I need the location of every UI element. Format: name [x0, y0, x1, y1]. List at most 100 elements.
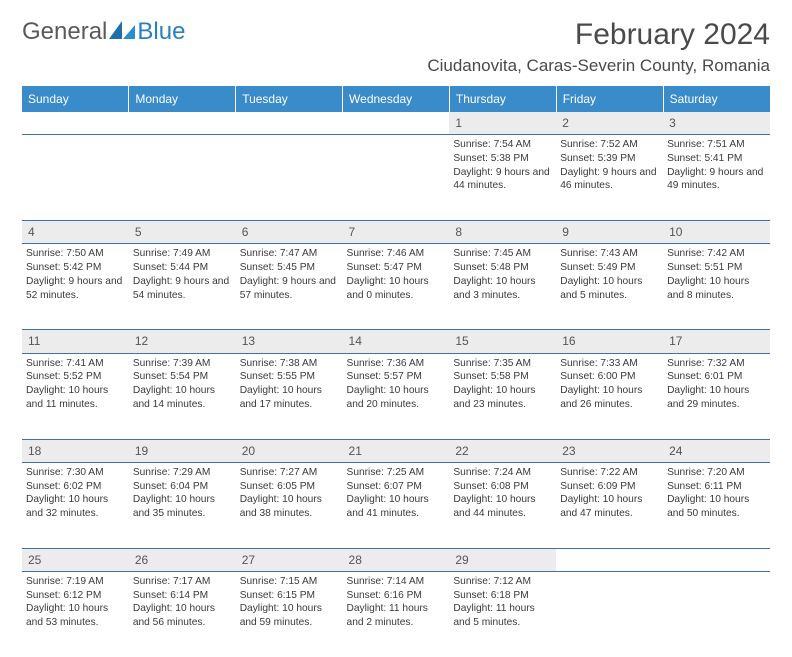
day-cell: Sunrise: 7:50 AM Sunset: 5:42 PM Dayligh…	[22, 244, 129, 330]
day-cell: Sunrise: 7:30 AM Sunset: 6:02 PM Dayligh…	[22, 462, 129, 548]
day-cell: Sunrise: 7:45 AM Sunset: 5:48 PM Dayligh…	[449, 244, 556, 330]
day-cell: Sunrise: 7:25 AM Sunset: 6:07 PM Dayligh…	[343, 462, 450, 548]
daynum-row: 123	[22, 112, 770, 135]
day-cell: Sunrise: 7:46 AM Sunset: 5:47 PM Dayligh…	[343, 244, 450, 330]
day-cell-text: Sunrise: 7:30 AM Sunset: 6:02 PM Dayligh…	[26, 466, 125, 521]
day-cell-text: Sunrise: 7:43 AM Sunset: 5:49 PM Dayligh…	[560, 247, 659, 302]
day-cell: Sunrise: 7:32 AM Sunset: 6:01 PM Dayligh…	[663, 353, 770, 439]
day-number: 8	[449, 221, 556, 244]
day-number: 22	[449, 439, 556, 462]
day-cell: Sunrise: 7:42 AM Sunset: 5:51 PM Dayligh…	[663, 244, 770, 330]
daynum-row: 18192021222324	[22, 439, 770, 462]
daynum-row: 45678910	[22, 221, 770, 244]
day-cell	[22, 135, 129, 221]
day-number: 12	[129, 330, 236, 353]
weekday-header: Friday	[556, 86, 663, 112]
weekday-header: Thursday	[449, 86, 556, 112]
day-cell: Sunrise: 7:24 AM Sunset: 6:08 PM Dayligh…	[449, 462, 556, 548]
logo-sail-icon	[109, 21, 135, 39]
day-cell-text: Sunrise: 7:51 AM Sunset: 5:41 PM Dayligh…	[667, 138, 766, 193]
day-number: 1	[449, 112, 556, 135]
day-cell-text: Sunrise: 7:25 AM Sunset: 6:07 PM Dayligh…	[347, 466, 446, 521]
day-cell-text: Sunrise: 7:29 AM Sunset: 6:04 PM Dayligh…	[133, 466, 232, 521]
day-number: 27	[236, 548, 343, 571]
day-cell: Sunrise: 7:20 AM Sunset: 6:11 PM Dayligh…	[663, 462, 770, 548]
day-content-row: Sunrise: 7:50 AM Sunset: 5:42 PM Dayligh…	[22, 244, 770, 330]
brand-logo: General Blue	[22, 18, 185, 46]
day-cell-text: Sunrise: 7:36 AM Sunset: 5:57 PM Dayligh…	[347, 357, 446, 412]
day-cell-text: Sunrise: 7:42 AM Sunset: 5:51 PM Dayligh…	[667, 247, 766, 302]
day-number: 9	[556, 221, 663, 244]
day-cell: Sunrise: 7:51 AM Sunset: 5:41 PM Dayligh…	[663, 135, 770, 221]
day-number: 5	[129, 221, 236, 244]
day-cell: Sunrise: 7:15 AM Sunset: 6:15 PM Dayligh…	[236, 571, 343, 657]
day-number	[129, 112, 236, 135]
day-number	[343, 112, 450, 135]
day-cell: Sunrise: 7:38 AM Sunset: 5:55 PM Dayligh…	[236, 353, 343, 439]
day-cell-text: Sunrise: 7:49 AM Sunset: 5:44 PM Dayligh…	[133, 247, 232, 302]
day-number: 15	[449, 330, 556, 353]
weekday-header: Sunday	[22, 86, 129, 112]
day-cell	[556, 571, 663, 657]
day-cell: Sunrise: 7:43 AM Sunset: 5:49 PM Dayligh…	[556, 244, 663, 330]
day-number: 18	[22, 439, 129, 462]
day-cell: Sunrise: 7:41 AM Sunset: 5:52 PM Dayligh…	[22, 353, 129, 439]
day-number	[236, 112, 343, 135]
day-number: 14	[343, 330, 450, 353]
day-number: 11	[22, 330, 129, 353]
day-number: 16	[556, 330, 663, 353]
day-cell: Sunrise: 7:35 AM Sunset: 5:58 PM Dayligh…	[449, 353, 556, 439]
day-cell: Sunrise: 7:29 AM Sunset: 6:04 PM Dayligh…	[129, 462, 236, 548]
day-cell: Sunrise: 7:39 AM Sunset: 5:54 PM Dayligh…	[129, 353, 236, 439]
day-cell: Sunrise: 7:47 AM Sunset: 5:45 PM Dayligh…	[236, 244, 343, 330]
day-number: 28	[343, 548, 450, 571]
day-number: 23	[556, 439, 663, 462]
day-cell-text: Sunrise: 7:54 AM Sunset: 5:38 PM Dayligh…	[453, 138, 552, 193]
day-cell-text: Sunrise: 7:17 AM Sunset: 6:14 PM Dayligh…	[133, 575, 232, 630]
day-cell-text: Sunrise: 7:14 AM Sunset: 6:16 PM Dayligh…	[347, 575, 446, 630]
day-cell: Sunrise: 7:17 AM Sunset: 6:14 PM Dayligh…	[129, 571, 236, 657]
day-cell	[343, 135, 450, 221]
day-number: 19	[129, 439, 236, 462]
day-cell-text: Sunrise: 7:52 AM Sunset: 5:39 PM Dayligh…	[560, 138, 659, 193]
day-cell-text: Sunrise: 7:27 AM Sunset: 6:05 PM Dayligh…	[240, 466, 339, 521]
day-number: 2	[556, 112, 663, 135]
day-cell-text: Sunrise: 7:41 AM Sunset: 5:52 PM Dayligh…	[26, 357, 125, 412]
day-number: 29	[449, 548, 556, 571]
day-cell	[236, 135, 343, 221]
day-number: 17	[663, 330, 770, 353]
day-cell-text: Sunrise: 7:12 AM Sunset: 6:18 PM Dayligh…	[453, 575, 552, 630]
day-number	[556, 548, 663, 571]
day-number: 7	[343, 221, 450, 244]
daynum-row: 2526272829	[22, 548, 770, 571]
day-cell	[129, 135, 236, 221]
day-number: 24	[663, 439, 770, 462]
day-cell: Sunrise: 7:14 AM Sunset: 6:16 PM Dayligh…	[343, 571, 450, 657]
day-cell: Sunrise: 7:54 AM Sunset: 5:38 PM Dayligh…	[449, 135, 556, 221]
day-cell-text: Sunrise: 7:15 AM Sunset: 6:15 PM Dayligh…	[240, 575, 339, 630]
weekday-header: Saturday	[663, 86, 770, 112]
day-number: 6	[236, 221, 343, 244]
day-number: 25	[22, 548, 129, 571]
day-cell	[663, 571, 770, 657]
brand-part2: Blue	[137, 18, 185, 46]
day-cell: Sunrise: 7:19 AM Sunset: 6:12 PM Dayligh…	[22, 571, 129, 657]
calendar-table: Sunday Monday Tuesday Wednesday Thursday…	[22, 86, 770, 657]
day-cell-text: Sunrise: 7:24 AM Sunset: 6:08 PM Dayligh…	[453, 466, 552, 521]
day-content-row: Sunrise: 7:41 AM Sunset: 5:52 PM Dayligh…	[22, 353, 770, 439]
day-cell-text: Sunrise: 7:39 AM Sunset: 5:54 PM Dayligh…	[133, 357, 232, 412]
weekday-header-row: Sunday Monday Tuesday Wednesday Thursday…	[22, 86, 770, 112]
day-number: 13	[236, 330, 343, 353]
day-number: 21	[343, 439, 450, 462]
weekday-header: Tuesday	[236, 86, 343, 112]
day-content-row: Sunrise: 7:30 AM Sunset: 6:02 PM Dayligh…	[22, 462, 770, 548]
day-cell: Sunrise: 7:22 AM Sunset: 6:09 PM Dayligh…	[556, 462, 663, 548]
day-number: 20	[236, 439, 343, 462]
day-number: 10	[663, 221, 770, 244]
brand-part1: General	[22, 18, 107, 46]
day-cell: Sunrise: 7:27 AM Sunset: 6:05 PM Dayligh…	[236, 462, 343, 548]
day-number	[22, 112, 129, 135]
day-number: 26	[129, 548, 236, 571]
day-number	[663, 548, 770, 571]
day-cell-text: Sunrise: 7:35 AM Sunset: 5:58 PM Dayligh…	[453, 357, 552, 412]
